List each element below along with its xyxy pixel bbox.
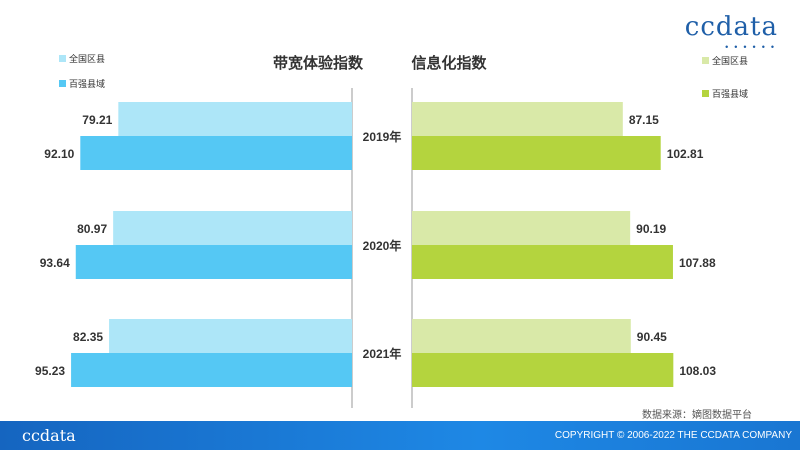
- bar-left-national-1: [113, 211, 353, 245]
- bar-left-top100-2: [71, 353, 352, 387]
- legend-swatch-right-national: [702, 57, 709, 64]
- category-label-2: 2021年: [363, 346, 402, 361]
- left-chart-title: 带宽体验指数: [273, 54, 364, 72]
- legend-label-left-national: 全国区县: [69, 53, 105, 64]
- bar-right-national-0: [412, 102, 623, 136]
- legend-label-right-top100: 百强县域: [712, 88, 748, 99]
- bar-left-national-2: [109, 319, 352, 353]
- footer-logo: ccdata: [22, 426, 76, 445]
- bar-left-top100-1: [75, 245, 353, 279]
- legend-label-left-top100: 百强县域: [69, 78, 105, 89]
- category-label-0: 2019年: [363, 129, 402, 144]
- bar-right-top100-0: [412, 136, 661, 170]
- bar-right-top100-2: [412, 353, 674, 387]
- value-label-left-top100-1: 93.64: [40, 256, 70, 270]
- legend-swatch-left-national: [59, 55, 66, 62]
- copyright-text: COPYRIGHT © 2006-2022 THE CCDATA COMPANY: [554, 430, 792, 441]
- category-label-1: 2020年: [363, 238, 402, 253]
- footer-bar: ccdata COPYRIGHT © 2006-2022 THE CCDATA …: [0, 421, 800, 450]
- value-label-left-national-0: 79.21: [82, 113, 112, 127]
- bar-right-national-1: [412, 211, 631, 245]
- bar-right-national-2: [412, 319, 631, 353]
- value-label-right-national-2: 90.45: [637, 330, 667, 344]
- legend-label-right-national: 全国区县: [712, 55, 748, 66]
- bar-right-top100-1: [412, 245, 673, 279]
- value-label-left-national-1: 80.97: [77, 222, 107, 236]
- right-chart-title: 信息化指数: [411, 54, 487, 72]
- value-label-left-top100-0: 92.10: [44, 147, 74, 161]
- value-label-right-top100-1: 107.88: [679, 256, 716, 270]
- bar-left-top100-0: [80, 136, 353, 170]
- legend-swatch-left-top100: [59, 80, 66, 87]
- value-label-right-national-1: 90.19: [636, 222, 666, 236]
- brand-logo: ccdata: [684, 12, 778, 42]
- bar-left-national-0: [118, 102, 352, 136]
- data-source-note: 数据来源：嫡图数据平台: [642, 410, 752, 421]
- value-label-right-top100-0: 102.81: [667, 147, 704, 161]
- value-label-right-top100-2: 108.03: [679, 364, 716, 378]
- legend-swatch-right-top100: [702, 90, 709, 97]
- value-label-left-top100-2: 95.23: [35, 364, 65, 378]
- value-label-right-national-0: 87.15: [629, 113, 659, 127]
- value-label-left-national-2: 82.35: [73, 330, 103, 344]
- brand-logo-dots: ••••••: [725, 42, 780, 52]
